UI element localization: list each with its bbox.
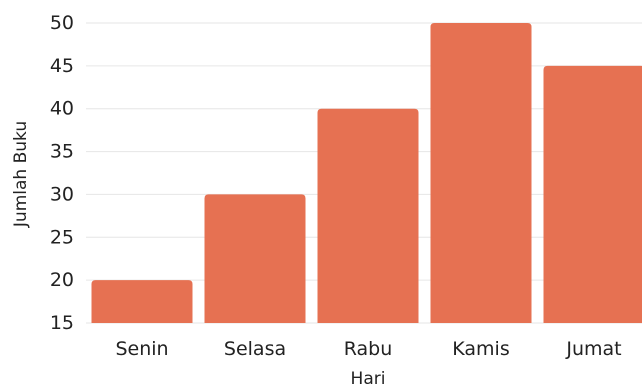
x-tick-label: Kamis	[452, 338, 509, 360]
bars	[91, 23, 642, 323]
x-tick-label: Rabu	[344, 338, 393, 360]
y-tick-label: 35	[50, 141, 74, 163]
y-tick-label: 20	[50, 269, 74, 291]
x-axis-title: Hari	[351, 369, 386, 389]
y-tick-label: 15	[50, 312, 74, 334]
bar-rabu	[317, 108, 419, 323]
x-tick-label: Selasa	[224, 338, 286, 360]
y-tick-label: 50	[50, 12, 74, 34]
bar-jumat	[543, 65, 642, 323]
y-axis-ticks: 15 20 25 30 35 40 45 50	[50, 12, 74, 334]
x-tick-label: Jumat	[565, 338, 621, 360]
bar-kamis	[430, 23, 532, 323]
x-axis-ticks: Senin Selasa Rabu Kamis Jumat	[115, 338, 621, 360]
y-tick-label: 40	[50, 98, 74, 120]
bar-selasa	[204, 194, 306, 323]
bar-senin	[91, 280, 193, 323]
x-tick-label: Senin	[115, 338, 168, 360]
y-tick-label: 30	[50, 183, 74, 205]
y-tick-label: 25	[50, 226, 74, 248]
y-tick-label: 45	[50, 55, 74, 77]
y-axis-title: Jumlah Buku	[11, 121, 31, 228]
